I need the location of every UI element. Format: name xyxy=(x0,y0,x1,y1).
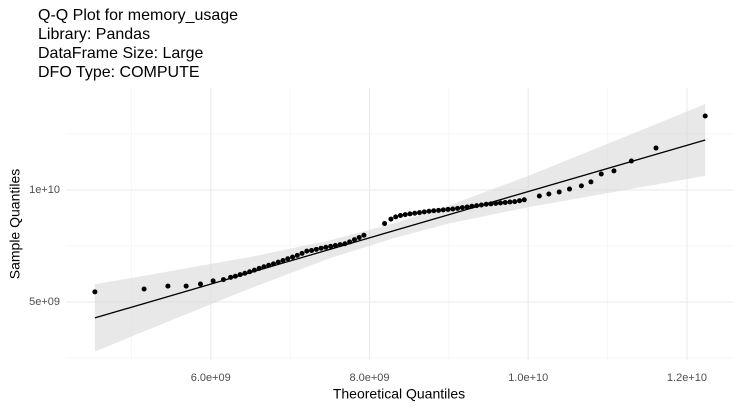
point xyxy=(285,256,291,262)
point xyxy=(393,214,399,220)
point xyxy=(251,267,257,273)
point xyxy=(653,145,659,151)
point xyxy=(469,203,475,209)
x-tick-label: 8.0e+09 xyxy=(349,372,389,384)
point xyxy=(294,252,300,258)
point xyxy=(417,210,423,216)
point xyxy=(702,113,708,119)
point xyxy=(270,261,276,267)
point xyxy=(328,243,334,249)
point xyxy=(450,206,456,212)
point xyxy=(290,254,296,260)
chart-title: Q-Q Plot for memory_usage xyxy=(38,7,238,24)
point xyxy=(197,281,203,287)
point xyxy=(502,199,508,205)
point xyxy=(361,232,367,238)
y-tick-label: 5e+09 xyxy=(29,296,60,308)
point xyxy=(337,242,343,248)
point xyxy=(356,234,362,240)
point xyxy=(402,212,408,218)
chart-title: DFO Type: COMPUTE xyxy=(38,64,200,81)
point xyxy=(493,200,499,206)
x-tick-label: 1.0e+10 xyxy=(508,372,548,384)
point xyxy=(407,211,413,217)
point xyxy=(436,207,442,213)
point xyxy=(347,239,353,245)
point xyxy=(459,205,465,211)
point xyxy=(210,278,216,284)
point xyxy=(628,158,634,164)
point xyxy=(309,247,315,253)
x-tick-label: 6.0e+09 xyxy=(191,372,231,384)
point xyxy=(304,248,310,254)
point xyxy=(507,199,513,205)
point xyxy=(261,264,267,270)
confidence-band xyxy=(94,104,706,352)
point xyxy=(318,245,324,251)
point xyxy=(247,269,253,275)
point xyxy=(92,289,98,295)
point xyxy=(256,265,262,271)
point xyxy=(323,244,329,250)
point xyxy=(382,221,388,227)
point xyxy=(426,208,432,214)
point xyxy=(464,204,470,210)
point xyxy=(280,258,286,264)
point xyxy=(397,212,403,218)
x-tick-label: 1.2e+10 xyxy=(667,372,707,384)
fit-line xyxy=(94,139,706,319)
point xyxy=(567,186,573,192)
point xyxy=(578,183,584,189)
point xyxy=(588,179,594,185)
point xyxy=(478,202,484,208)
point xyxy=(421,209,427,215)
point xyxy=(165,283,171,289)
point xyxy=(431,208,437,214)
chart-title: Library: Pandas xyxy=(38,26,150,43)
point xyxy=(141,286,147,292)
point xyxy=(512,199,518,205)
point xyxy=(232,273,238,279)
point xyxy=(445,206,451,212)
point xyxy=(351,237,357,243)
point xyxy=(183,283,189,289)
point xyxy=(342,241,348,247)
point xyxy=(546,191,552,197)
point xyxy=(474,203,480,209)
point xyxy=(497,200,503,206)
point xyxy=(412,210,418,216)
point xyxy=(483,201,489,207)
y-axis-label: Sample Quantiles xyxy=(7,169,23,280)
y-tick-label: 1e+10 xyxy=(29,184,60,196)
point xyxy=(275,259,281,265)
chart-title: DataFrame Size: Large xyxy=(38,45,204,62)
point xyxy=(598,171,604,177)
point xyxy=(517,198,523,204)
point xyxy=(242,270,248,276)
point xyxy=(313,246,319,252)
point xyxy=(237,272,243,278)
point xyxy=(440,207,446,213)
point xyxy=(521,197,527,203)
point xyxy=(536,193,542,199)
point xyxy=(556,189,562,195)
point xyxy=(266,262,272,268)
point xyxy=(220,277,226,283)
x-axis-label: Theoretical Quantiles xyxy=(333,386,465,402)
point xyxy=(388,216,394,222)
point xyxy=(299,250,305,256)
point xyxy=(228,274,234,280)
point xyxy=(332,243,338,249)
point xyxy=(455,205,461,211)
point xyxy=(488,201,494,207)
point xyxy=(611,168,617,174)
